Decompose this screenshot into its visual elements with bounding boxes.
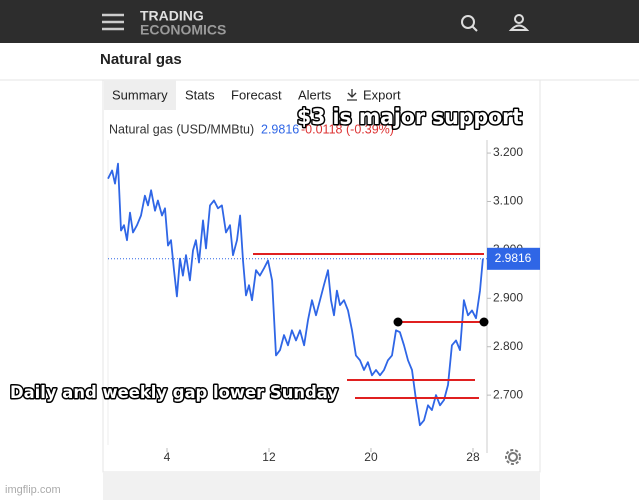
menu-icon[interactable]	[102, 13, 124, 31]
change-pct: (-0.39%)	[346, 122, 394, 136]
annotation-lines	[253, 253, 484, 399]
annotation: $3 is major support	[297, 105, 522, 129]
logo[interactable]: TRADING	[140, 8, 204, 24]
x-tick-label: 20	[364, 450, 378, 464]
annotation-dot	[393, 317, 403, 327]
tab-selected	[104, 80, 176, 110]
chart-title: Natural gas (USD/MMBtu)	[109, 122, 254, 136]
last-value: 2.9816	[261, 122, 299, 136]
top-bar	[0, 0, 639, 43]
tab[interactable]: Forecast	[231, 87, 282, 102]
chart-panel	[102, 79, 541, 473]
annotation: Daily and weekly gap lower Sunday	[10, 383, 338, 403]
y-tick-label: 2.700	[493, 387, 523, 401]
last-value-badge	[487, 247, 540, 270]
annotation-dot	[479, 317, 489, 327]
price-line	[107, 162, 484, 427]
user-icon[interactable]	[508, 14, 530, 31]
y-tick-label: 3.100	[493, 194, 523, 208]
range-bar	[103, 472, 540, 500]
y-tick-label: 2.900	[493, 290, 523, 304]
change: -0.0118	[301, 122, 343, 136]
tab[interactable]: Stats	[185, 87, 215, 102]
search-icon[interactable]	[461, 15, 478, 32]
y-tick-label: 3.200	[493, 145, 523, 159]
watermark: imgflip.com	[5, 484, 61, 496]
logo[interactable]: ECONOMICS	[140, 22, 226, 38]
settings-icon[interactable]	[505, 449, 521, 465]
page-title: Natural gas	[100, 51, 182, 68]
y-tick-label: 2.800	[493, 339, 523, 353]
tab[interactable]: Export	[363, 87, 401, 102]
tab[interactable]: Summary	[112, 87, 168, 102]
x-tick-label: 4	[164, 450, 171, 464]
tab[interactable]: Alerts	[298, 87, 332, 102]
export-icon	[347, 89, 357, 101]
last-value-label: 2.9816	[495, 251, 532, 265]
x-tick-label: 12	[262, 450, 276, 464]
x-tick-label: 28	[466, 450, 480, 464]
